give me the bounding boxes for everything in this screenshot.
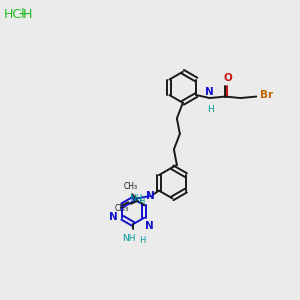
Text: CH₃: CH₃ bbox=[124, 182, 138, 191]
Text: Br: Br bbox=[260, 90, 273, 100]
Text: NH: NH bbox=[129, 194, 142, 203]
Text: H: H bbox=[139, 196, 145, 206]
Text: NH: NH bbox=[122, 234, 136, 243]
Text: CH₃: CH₃ bbox=[115, 204, 129, 213]
Text: N: N bbox=[146, 191, 155, 201]
Text: −: − bbox=[17, 7, 29, 21]
Text: H: H bbox=[207, 105, 214, 114]
Text: N: N bbox=[110, 212, 118, 222]
Text: N: N bbox=[145, 221, 154, 231]
Text: N: N bbox=[206, 87, 214, 97]
Text: O: O bbox=[224, 74, 232, 83]
Text: H: H bbox=[139, 236, 146, 245]
Text: H: H bbox=[23, 8, 32, 21]
Text: HCl: HCl bbox=[4, 8, 25, 21]
